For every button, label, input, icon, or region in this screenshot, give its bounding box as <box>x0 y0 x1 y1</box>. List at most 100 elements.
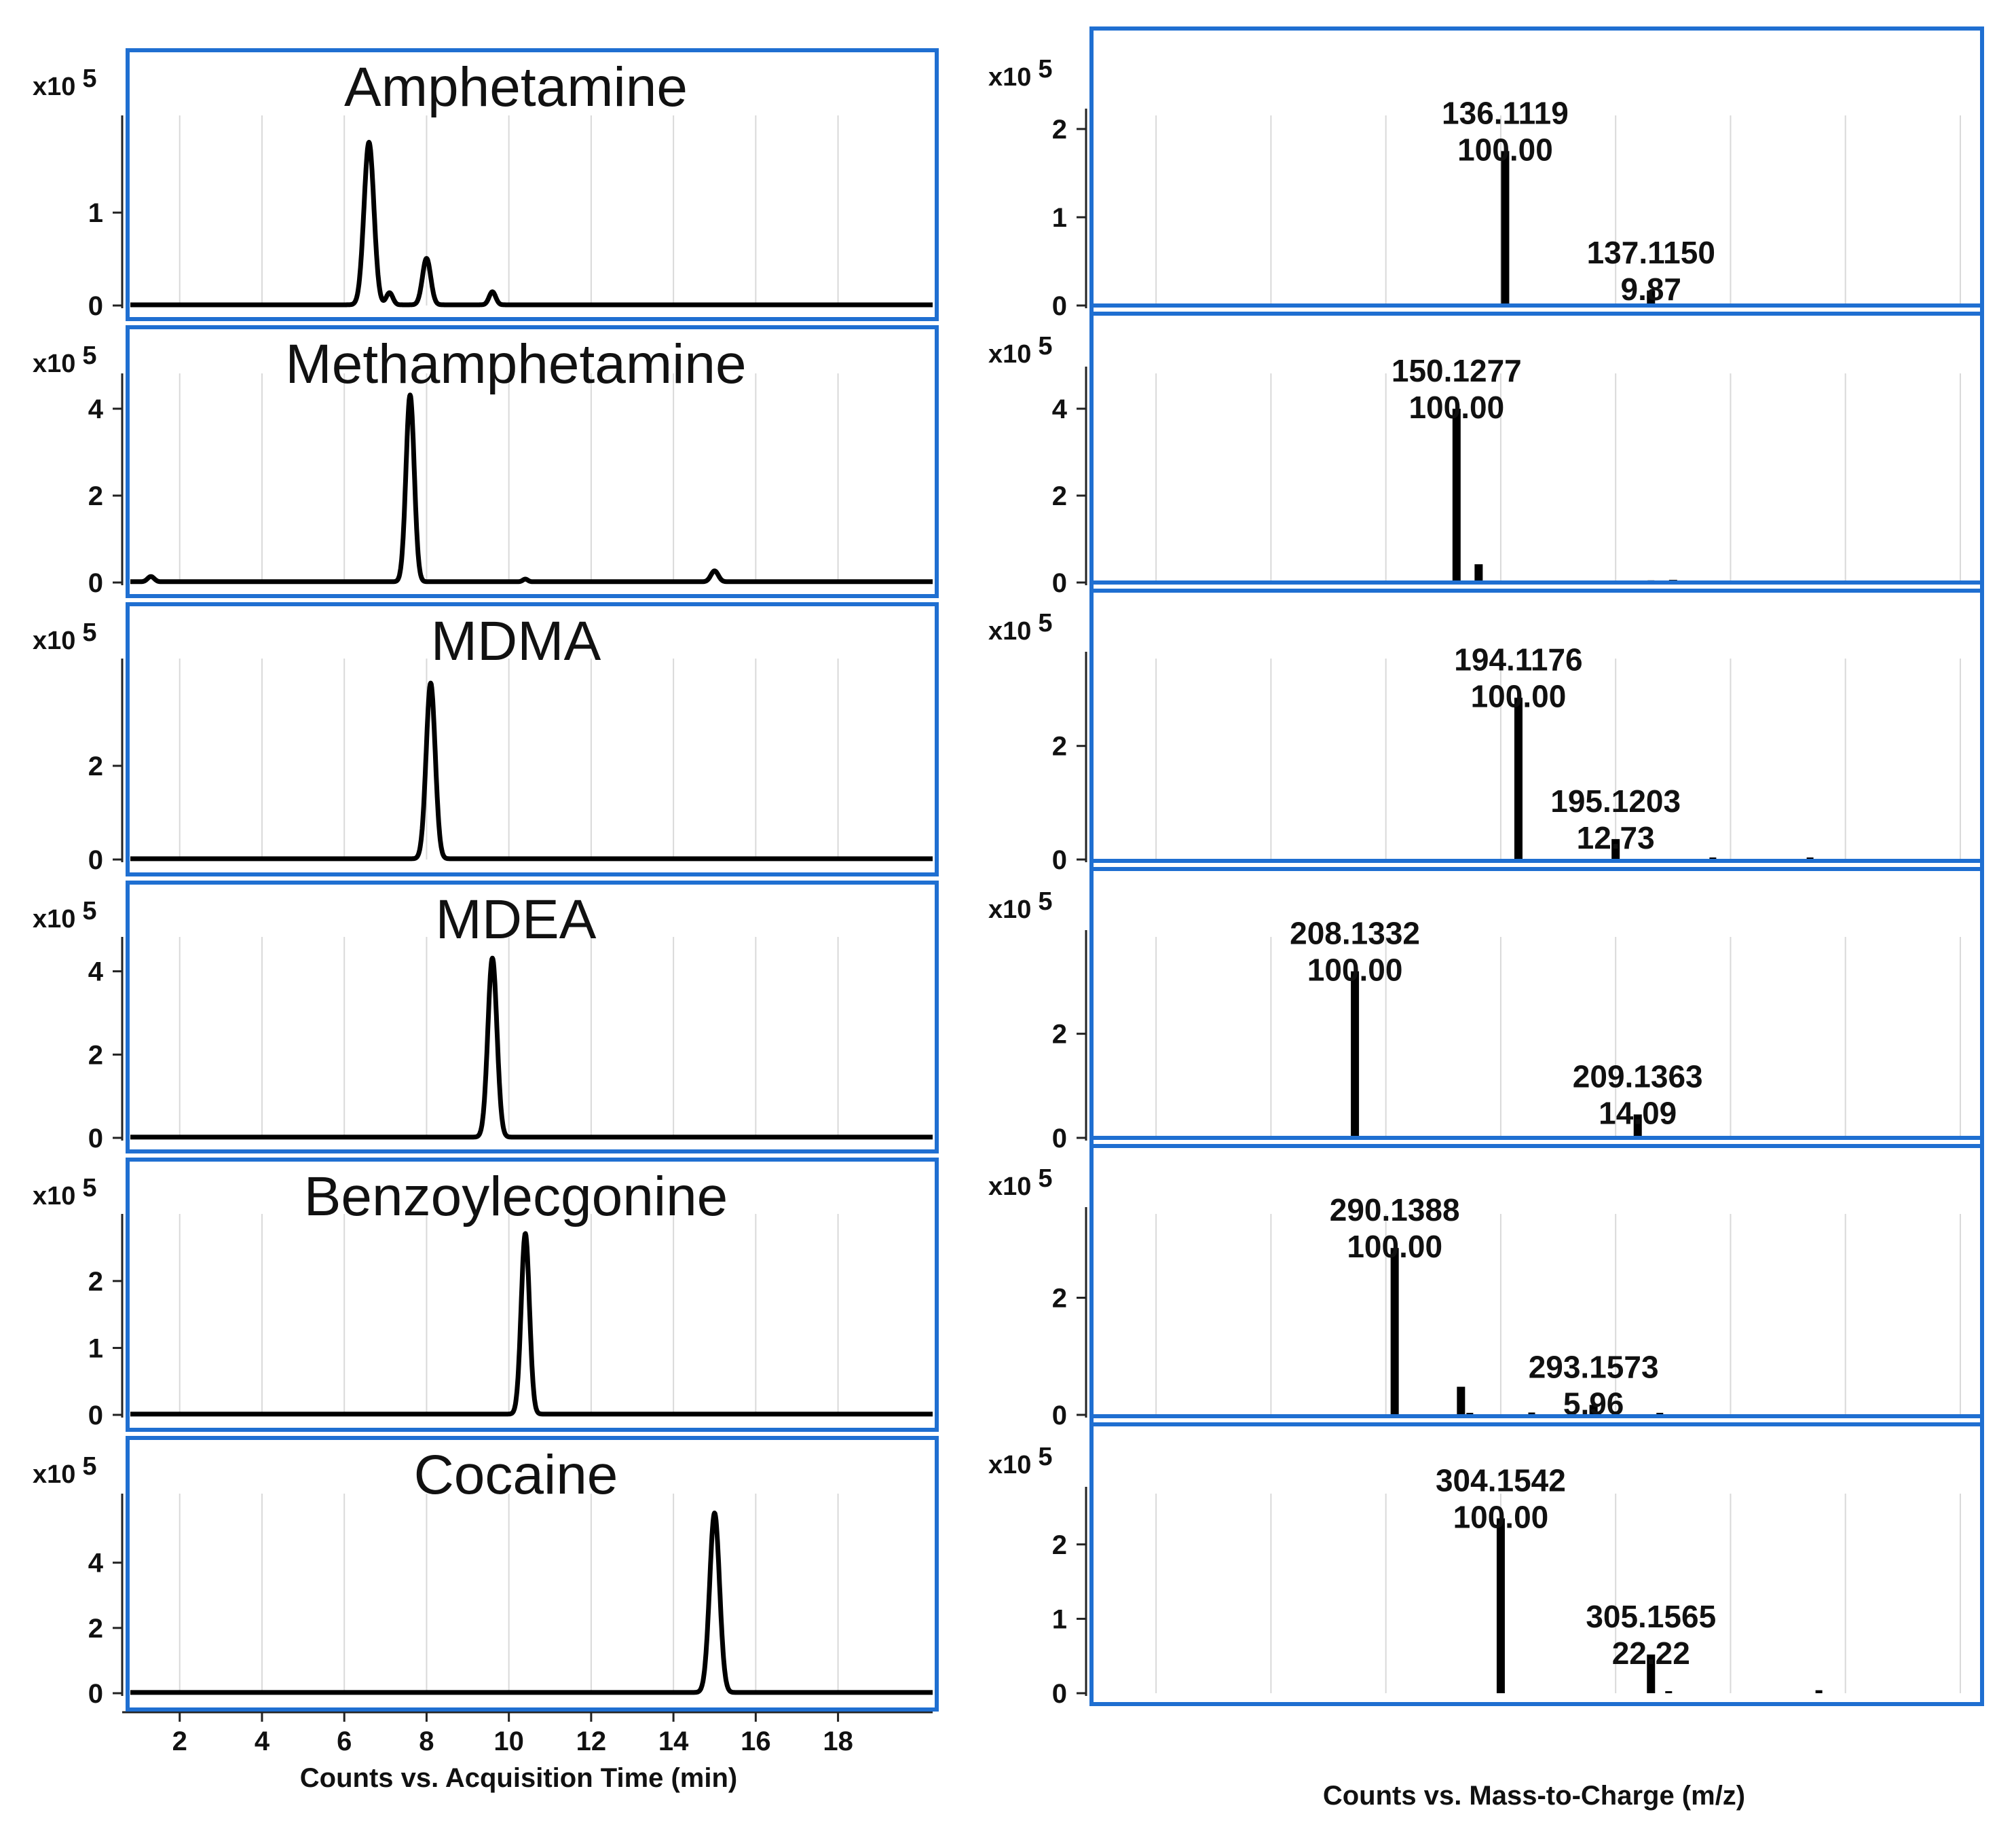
left-panel-frame <box>126 1158 939 1432</box>
peak-relative-abundance-label: 14.09 <box>1599 1096 1677 1131</box>
frames-layer <box>126 26 1984 1712</box>
peak-mz-label: 208.1332 <box>1290 916 1420 951</box>
spectrum-bar <box>1806 857 1814 860</box>
left-y-multiplier-exponent: 5 <box>82 1174 96 1202</box>
left-y-tick-label: 0 <box>88 1124 103 1153</box>
right-y-tick-label: 0 <box>1052 1124 1067 1153</box>
right-y-multiplier-exponent: 5 <box>1038 609 1052 638</box>
right-panel-frame <box>1089 26 1984 316</box>
right-panel-frame <box>1089 1136 1984 1426</box>
left-y-multiplier: x10 5 <box>33 897 97 934</box>
right-y-multiplier: x10 5 <box>988 55 1053 92</box>
left-y-tick-label: 4 <box>88 957 104 987</box>
peak-relative-abundance-label: 9.87 <box>1620 272 1681 307</box>
left-y-tick-label: 1 <box>88 1333 103 1363</box>
left-x-tick-label: 16 <box>741 1726 771 1756</box>
left-y-tick-label: 4 <box>88 1549 104 1578</box>
left-y-tick-label: 0 <box>88 291 103 321</box>
right-y-multiplier: x10 5 <box>988 887 1053 924</box>
left-y-tick-label: 2 <box>88 752 103 781</box>
left-y-multiplier-exponent: 5 <box>82 618 96 647</box>
spectrum-bar <box>1390 1248 1399 1415</box>
spectrum-bar <box>1474 564 1483 583</box>
left-y-multiplier-exponent: 5 <box>82 897 96 925</box>
left-y-tick-label: 0 <box>88 1679 103 1709</box>
right-y-multiplier-exponent: 5 <box>1038 1164 1052 1193</box>
right-y-multiplier-exponent: 5 <box>1038 1443 1052 1471</box>
left-x-tick-label: 18 <box>823 1726 853 1756</box>
left-y-tick-label: 2 <box>88 1614 103 1644</box>
peak-relative-abundance-label: 100.00 <box>1347 1229 1442 1264</box>
spectrum-bar <box>1709 857 1717 860</box>
left-y-multiplier-exponent: 5 <box>82 64 96 93</box>
chromatogram-trace <box>128 1511 935 1695</box>
spectrum-bar <box>1815 1690 1823 1693</box>
peak-mz-label: 304.1542 <box>1436 1462 1566 1498</box>
left-y-tick-label: 0 <box>88 1401 103 1430</box>
chromatogram-trace <box>128 680 935 862</box>
left-panel-frame <box>126 48 939 321</box>
peak-mz-label: 195.1203 <box>1550 783 1681 819</box>
right-y-tick-label: 2 <box>1052 732 1067 762</box>
peak-mz-label: 194.1176 <box>1454 642 1582 678</box>
spectrum-bar <box>1457 1386 1466 1415</box>
marks-layer <box>113 109 1875 1722</box>
left-y-tick-label: 2 <box>88 1267 103 1297</box>
right-y-multiplier: x10 5 <box>988 1164 1053 1201</box>
chromatogram-trace <box>128 392 935 585</box>
left-y-multiplier: x10 5 <box>33 341 97 378</box>
compound-title: Methamphetamine <box>285 333 746 395</box>
spectrum-bar <box>1452 409 1461 583</box>
left-panel-frame <box>126 325 939 598</box>
left-panel-frame <box>126 1436 939 1712</box>
spectrum-bar <box>1466 1413 1474 1415</box>
spectrum-bar <box>1656 1413 1664 1415</box>
peak-relative-abundance-label: 22.22 <box>1612 1636 1690 1671</box>
right-x-axis-label: Counts vs. Mass-to-Charge (m/z) <box>1323 1781 1745 1811</box>
spectrum-bar <box>1528 1412 1535 1415</box>
right-y-tick-label: 0 <box>1052 1401 1067 1430</box>
spectrum-bar <box>1647 290 1656 306</box>
left-panel-frame <box>126 602 939 876</box>
right-y-tick-label: 0 <box>1052 845 1067 875</box>
left-y-tick-label: 2 <box>88 481 103 511</box>
right-y-tick-label: 0 <box>1052 1679 1067 1709</box>
spectrum-bar <box>1665 1691 1673 1693</box>
left-x-tick-label: 12 <box>576 1726 607 1756</box>
right-y-tick-label: 1 <box>1052 203 1067 233</box>
left-x-tick-label: 14 <box>658 1726 689 1756</box>
compound-title: MDMA <box>431 610 601 672</box>
left-y-tick-label: 1 <box>88 198 103 228</box>
peak-relative-abundance-label: 100.00 <box>1307 953 1403 988</box>
compound-title: Cocaine <box>414 1444 618 1506</box>
right-y-multiplier-exponent: 5 <box>1038 55 1052 84</box>
right-y-multiplier: x10 5 <box>988 332 1053 369</box>
peak-mz-label: 305.1565 <box>1586 1599 1716 1634</box>
right-y-multiplier: x10 5 <box>988 1443 1053 1479</box>
left-y-multiplier: x10 5 <box>33 64 97 101</box>
left-panel-frame <box>126 881 939 1153</box>
left-y-tick-label: 2 <box>88 1040 103 1070</box>
peak-mz-label: 290.1388 <box>1330 1192 1460 1227</box>
right-y-tick-label: 0 <box>1052 568 1067 598</box>
peak-relative-abundance-label: 100.00 <box>1453 1499 1549 1534</box>
right-y-tick-label: 2 <box>1052 1284 1067 1314</box>
left-x-tick-label: 10 <box>493 1726 524 1756</box>
right-y-tick-label: 2 <box>1052 1530 1067 1560</box>
right-panel-frame <box>1089 580 1984 871</box>
grid-layer <box>179 115 1961 1693</box>
left-x-axis-label: Counts vs. Acquisition Time (min) <box>300 1763 738 1793</box>
spectrum-bar <box>1633 1114 1642 1138</box>
left-y-multiplier-exponent: 5 <box>82 341 96 370</box>
left-y-tick-label: 0 <box>88 845 103 875</box>
left-x-tick-label: 2 <box>172 1726 187 1756</box>
right-y-tick-label: 2 <box>1052 481 1067 511</box>
right-y-tick-label: 2 <box>1052 1020 1067 1050</box>
right-y-tick-label: 2 <box>1052 115 1067 145</box>
chromatogram-trace <box>128 1231 935 1417</box>
left-x-tick-label: 8 <box>419 1726 434 1756</box>
right-panel-frame <box>1089 303 1984 593</box>
right-y-tick-label: 0 <box>1052 291 1067 321</box>
